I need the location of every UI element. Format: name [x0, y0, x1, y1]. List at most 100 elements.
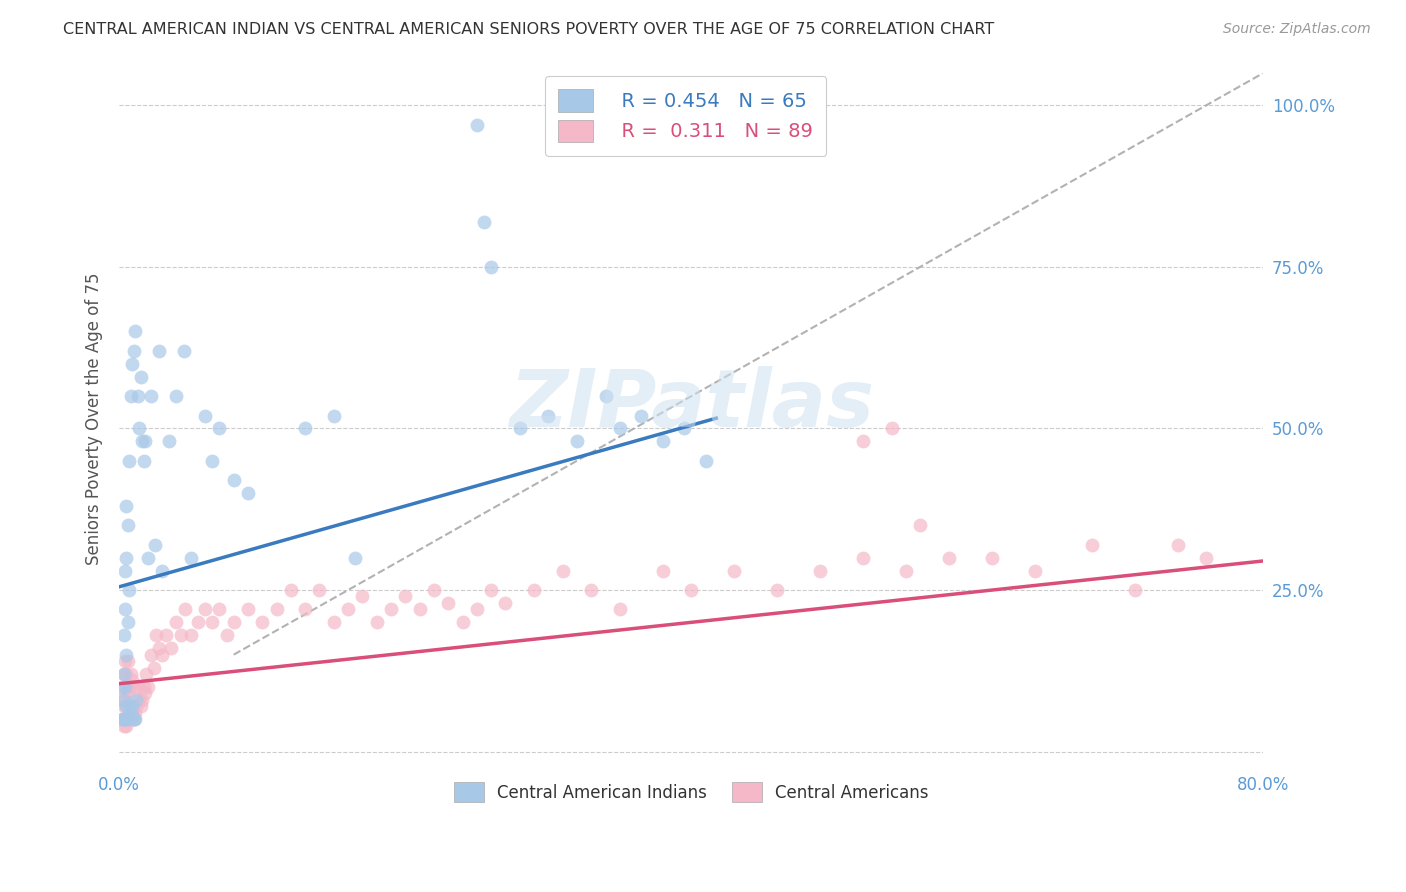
Point — [122, 712, 145, 726]
Point — [125, 699, 148, 714]
Point — [134, 434, 156, 449]
Point — [121, 706, 143, 720]
Point — [118, 582, 141, 597]
Point — [465, 118, 488, 132]
Point — [294, 421, 316, 435]
Point — [112, 719, 135, 733]
Point — [127, 389, 149, 403]
Point — [112, 699, 135, 714]
Point — [114, 712, 136, 726]
Point — [112, 628, 135, 642]
Point — [117, 518, 139, 533]
Point — [128, 693, 150, 707]
Point — [111, 712, 134, 726]
Point — [322, 615, 344, 630]
Point — [120, 667, 142, 681]
Point — [150, 564, 173, 578]
Point — [155, 628, 177, 642]
Point — [120, 389, 142, 403]
Point — [117, 712, 139, 726]
Point — [122, 343, 145, 358]
Point — [208, 421, 231, 435]
Point — [208, 602, 231, 616]
Point — [180, 550, 202, 565]
Point — [187, 615, 209, 630]
Point — [266, 602, 288, 616]
Point — [609, 602, 631, 616]
Point — [136, 680, 159, 694]
Point — [115, 699, 138, 714]
Legend: Central American Indians, Central Americans: Central American Indians, Central Americ… — [440, 769, 942, 815]
Point — [180, 628, 202, 642]
Point — [294, 602, 316, 616]
Point — [132, 680, 155, 694]
Point — [252, 615, 274, 630]
Point — [150, 648, 173, 662]
Point — [194, 602, 217, 616]
Point — [465, 602, 488, 616]
Point — [766, 582, 789, 597]
Point — [695, 454, 717, 468]
Point — [125, 693, 148, 707]
Point — [352, 590, 374, 604]
Point — [509, 421, 531, 435]
Point — [129, 369, 152, 384]
Point — [124, 712, 146, 726]
Point — [894, 564, 917, 578]
Point — [681, 582, 703, 597]
Point — [551, 564, 574, 578]
Text: Source: ZipAtlas.com: Source: ZipAtlas.com — [1223, 22, 1371, 37]
Point — [537, 409, 560, 423]
Point — [112, 693, 135, 707]
Point — [1123, 582, 1146, 597]
Point — [1024, 564, 1046, 578]
Point — [127, 680, 149, 694]
Point — [142, 660, 165, 674]
Point — [609, 421, 631, 435]
Point — [852, 434, 875, 449]
Point — [114, 602, 136, 616]
Point — [523, 582, 546, 597]
Point — [380, 602, 402, 616]
Point — [451, 615, 474, 630]
Y-axis label: Seniors Poverty Over the Age of 75: Seniors Poverty Over the Age of 75 — [86, 272, 103, 565]
Point — [129, 699, 152, 714]
Point — [111, 693, 134, 707]
Point — [479, 582, 502, 597]
Point — [114, 686, 136, 700]
Text: CENTRAL AMERICAN INDIAN VS CENTRAL AMERICAN SENIORS POVERTY OVER THE AGE OF 75 C: CENTRAL AMERICAN INDIAN VS CENTRAL AMERI… — [63, 22, 994, 37]
Point — [120, 706, 142, 720]
Point — [112, 712, 135, 726]
Point — [115, 719, 138, 733]
Point — [166, 615, 188, 630]
Point — [159, 641, 181, 656]
Point — [908, 518, 931, 533]
Point — [131, 434, 153, 449]
Point — [124, 325, 146, 339]
Point — [148, 641, 170, 656]
Point — [980, 550, 1002, 565]
Point — [118, 712, 141, 726]
Point — [938, 550, 960, 565]
Text: ZIPatlas: ZIPatlas — [509, 366, 875, 444]
Point — [170, 628, 193, 642]
Point — [115, 550, 138, 565]
Point — [115, 712, 138, 726]
Point — [201, 454, 224, 468]
Point — [117, 654, 139, 668]
Point — [111, 680, 134, 694]
Point — [673, 421, 696, 435]
Point — [145, 628, 167, 642]
Point — [148, 343, 170, 358]
Point — [122, 680, 145, 694]
Point — [1195, 550, 1218, 565]
Point — [173, 343, 195, 358]
Point — [630, 409, 652, 423]
Point — [222, 473, 245, 487]
Point — [111, 712, 134, 726]
Point — [121, 357, 143, 371]
Point — [118, 454, 141, 468]
Point — [595, 389, 617, 403]
Point — [131, 693, 153, 707]
Point — [115, 667, 138, 681]
